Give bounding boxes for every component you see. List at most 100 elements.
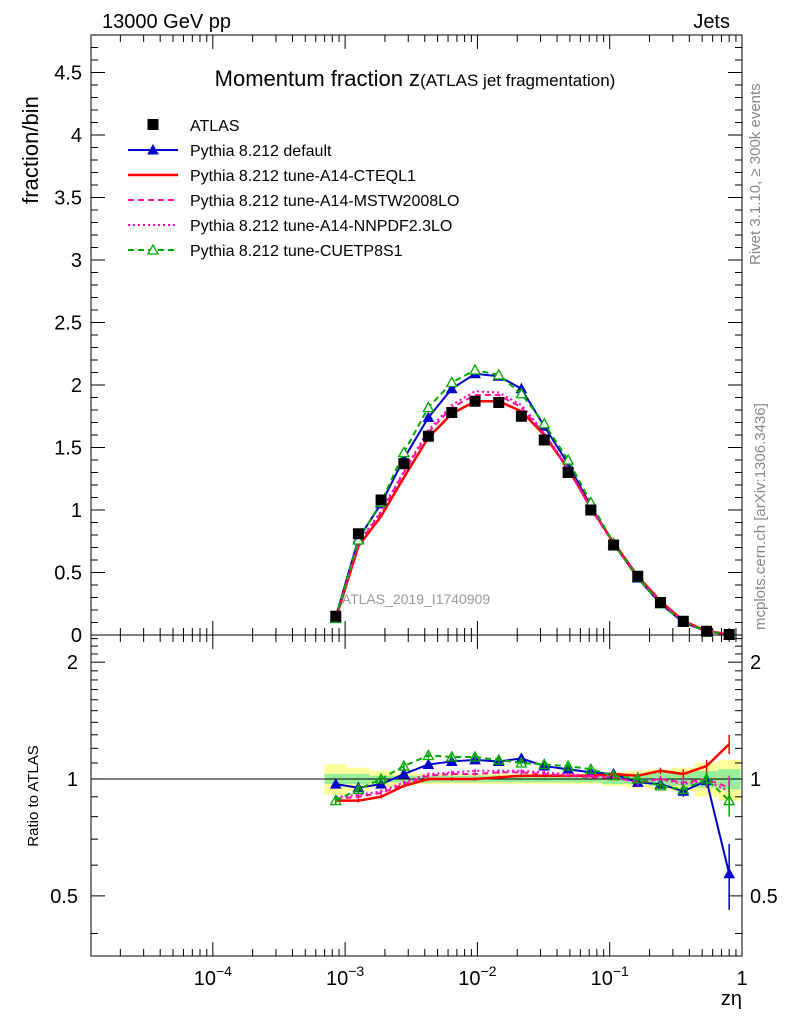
y-tick-label: 3.5 [54, 188, 82, 210]
data-point [352, 528, 364, 540]
data-point [493, 397, 505, 408]
y-tick-label: 4.5 [54, 63, 82, 85]
series-point-main [538, 417, 551, 429]
plot-title-main: Momentum fraction z [215, 66, 420, 91]
x-tick-label-base: 1 [736, 968, 747, 990]
series-point-ratio [723, 794, 736, 806]
series-point-ratio [584, 762, 597, 774]
series-point-ratio [352, 783, 365, 795]
data-point [398, 458, 410, 470]
x-tick-label: 10−1 [591, 963, 629, 990]
data-point [515, 410, 527, 422]
legend-label-2: Pythia 8.212 tune-A14-CTEQL1 [190, 168, 416, 185]
series-point-ratio [329, 794, 342, 806]
data-point [375, 494, 387, 506]
legend-label-1: Pythia 8.212 default [190, 143, 332, 160]
data-point [330, 610, 342, 622]
x-tick-label-exp: −2 [481, 963, 497, 979]
x-tick-label-exp: −4 [216, 963, 232, 979]
x-axis-title: zη [721, 988, 742, 1010]
ratio-panel-frame [90, 634, 743, 957]
series-point-ratio [468, 750, 482, 762]
series-point-ratio [607, 769, 620, 781]
data-point [677, 615, 689, 627]
data-point [446, 407, 458, 418]
series-point-ratio [492, 753, 505, 765]
y-tick-label: 2 [71, 375, 82, 397]
series-point-main [562, 453, 575, 465]
series-point-main [422, 411, 435, 422]
x-tick-label-exp: −1 [613, 963, 629, 979]
y-tick-label: 3 [71, 250, 82, 272]
x-tick-label: 10−3 [326, 963, 364, 990]
legend-marker-1 [147, 143, 159, 155]
ratio-y-axis-title: Ratio to ATLAS [25, 745, 42, 846]
y-tick-label: 0.5 [54, 563, 82, 585]
ratio-tick-label-left: 2 [67, 652, 78, 674]
x-tick-label-base: 10 [326, 968, 348, 990]
data-point [701, 625, 713, 637]
plot-title-sub: (ATLAS jet fragmentation) [420, 71, 615, 90]
data-point [585, 504, 597, 516]
series-point-ratio [677, 783, 690, 795]
data-point [562, 467, 574, 478]
series-line-ratio [335, 743, 731, 802]
series-line-main [334, 390, 730, 636]
series-point-ratio [397, 759, 410, 771]
series-line-ratio [335, 769, 730, 798]
series-point-ratio [374, 772, 388, 784]
data-point [608, 539, 620, 551]
data-point [538, 434, 550, 446]
rivet-label: Rivet 3.1.10, ≥ 300k events [747, 83, 764, 265]
legend-label-5: Pythia 8.212 tune-CUETP8S1 [190, 243, 403, 260]
legend-label-3: Pythia 8.212 tune-A14-MSTW2008LO [190, 193, 459, 210]
data-point [469, 395, 481, 407]
x-tick-label: 1 [736, 968, 747, 990]
ratio-tick-label-left: 1 [67, 769, 78, 791]
plot-title: Momentum fraction z(ATLAS jet fragmentat… [215, 66, 616, 91]
series-point-ratio [654, 779, 667, 791]
data-point [632, 570, 644, 582]
series-point-main [422, 401, 435, 413]
series-point-ratio [329, 778, 342, 789]
series-point-main [468, 363, 482, 375]
y-tick-label: 4 [71, 125, 82, 147]
y-tick-label: 2.5 [54, 313, 82, 335]
series-point-ratio [515, 756, 528, 768]
y-tick-label: 1.5 [54, 438, 82, 460]
mcplots-label: mcplots.cern.ch [arXiv:1306.3436] [752, 403, 769, 630]
header-left: 13000 GeV pp [102, 11, 231, 33]
y-axis-title: fraction/bin [18, 96, 43, 204]
x-tick-label-base: 10 [591, 968, 613, 990]
x-tick-label: 10−2 [458, 963, 496, 990]
data-point [422, 430, 434, 442]
y-tick-label: 1 [71, 500, 82, 522]
x-tick-label: 10−4 [194, 963, 232, 990]
data-point [654, 597, 666, 608]
x-tick-label-base: 10 [194, 968, 216, 990]
analysis-label: ATLAS_2019_I1740909 [342, 591, 491, 607]
legend-label-atlas: ATLAS [190, 118, 240, 135]
x-tick-label-exp: −3 [348, 963, 364, 979]
y-tick-label: 0 [71, 625, 82, 647]
legend-marker-atlas [147, 119, 159, 130]
legend: ATLAS Pythia 8.212 default Pythia 8.212 tu… [128, 118, 459, 260]
series-point-main [492, 368, 505, 380]
series-point-ratio [538, 758, 551, 770]
series-point-ratio [422, 758, 435, 770]
series-point-ratio [700, 772, 713, 784]
ratio-tick-label-left: 0.5 [50, 886, 78, 908]
series-point-ratio [422, 749, 435, 761]
series-point-ratio [631, 772, 644, 784]
series-point-ratio [562, 759, 575, 771]
series-point-main [445, 382, 458, 394]
ratio-tick-label-right: 0.5 [750, 886, 778, 908]
header-right: Jets [693, 11, 730, 33]
series-point-main [515, 387, 528, 399]
ratio-tick-label-right: 2 [750, 652, 761, 674]
ratio-tick-label-right: 1 [750, 769, 761, 791]
series-point-ratio [723, 867, 736, 879]
x-tick-label-base: 10 [458, 968, 480, 990]
series-point-main [352, 533, 365, 545]
series-point-main [397, 446, 410, 458]
